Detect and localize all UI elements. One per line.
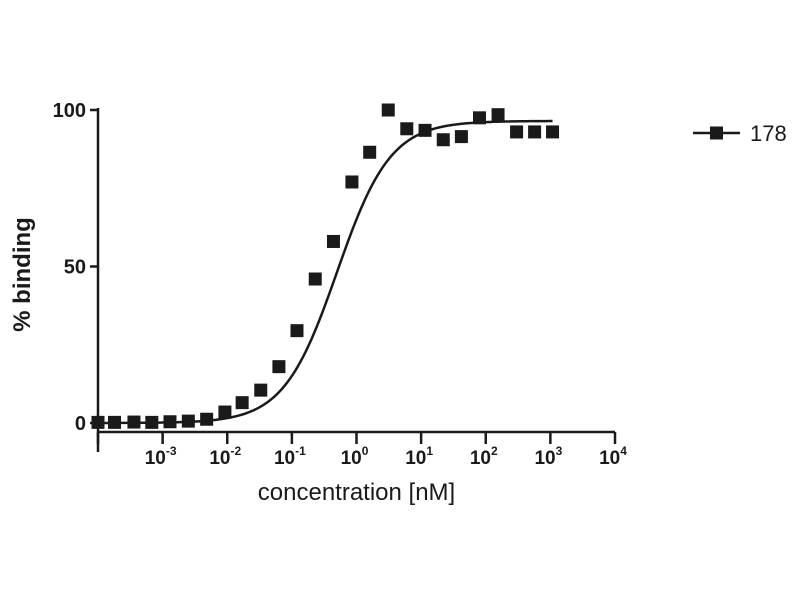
data-point [163,415,177,429]
legend: 178 [693,121,787,146]
x-tick-label: 100 [341,444,369,469]
y-ticks: 0 50 100 [53,100,98,435]
axes [96,108,615,452]
data-point [510,125,524,139]
data-point [272,360,286,374]
x-tick-label: 102 [470,444,498,469]
y-tick-label: 100 [53,100,86,122]
data-point [418,123,432,137]
data-point [235,396,249,410]
data-point [546,125,560,139]
data-point [107,415,121,429]
x-axis-title: concentration [nM] [258,479,455,506]
legend-marker [710,126,723,140]
x-tick-label: 104 [599,444,627,469]
data-point [254,383,268,397]
y-axis-title: % binding [9,217,36,332]
data-point [91,415,105,429]
data-point [181,414,195,428]
data-point [345,175,359,189]
data-point [326,234,340,248]
data-point [528,125,542,139]
x-tick-label: 10-3 [145,444,177,469]
data-point [472,111,486,125]
y-tick-label: 0 [75,413,86,435]
data-point [308,272,322,286]
data-point [491,108,505,122]
x-tick-label: 101 [405,444,433,469]
data-point [381,103,395,117]
data-point [200,412,214,426]
data-point [400,122,414,136]
data-points [91,103,560,429]
data-point [145,415,159,429]
data-point [363,145,377,159]
data-point [290,324,304,338]
x-tick-label: 10-1 [274,444,306,469]
legend-label: 178 [750,121,787,146]
data-point [218,405,232,419]
fit-curve [98,119,553,425]
y-tick-label: 50 [64,257,86,279]
x-tick-label: 103 [534,444,562,469]
data-point [436,133,450,147]
data-point [127,415,141,429]
x-tick-label: 10-2 [209,444,241,469]
data-point [454,130,468,144]
x-ticks: 10-3 10-2 10-1 100 101 102 103 104 [96,432,627,469]
